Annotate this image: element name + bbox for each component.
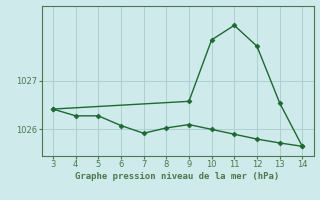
X-axis label: Graphe pression niveau de la mer (hPa): Graphe pression niveau de la mer (hPa) bbox=[76, 172, 280, 181]
